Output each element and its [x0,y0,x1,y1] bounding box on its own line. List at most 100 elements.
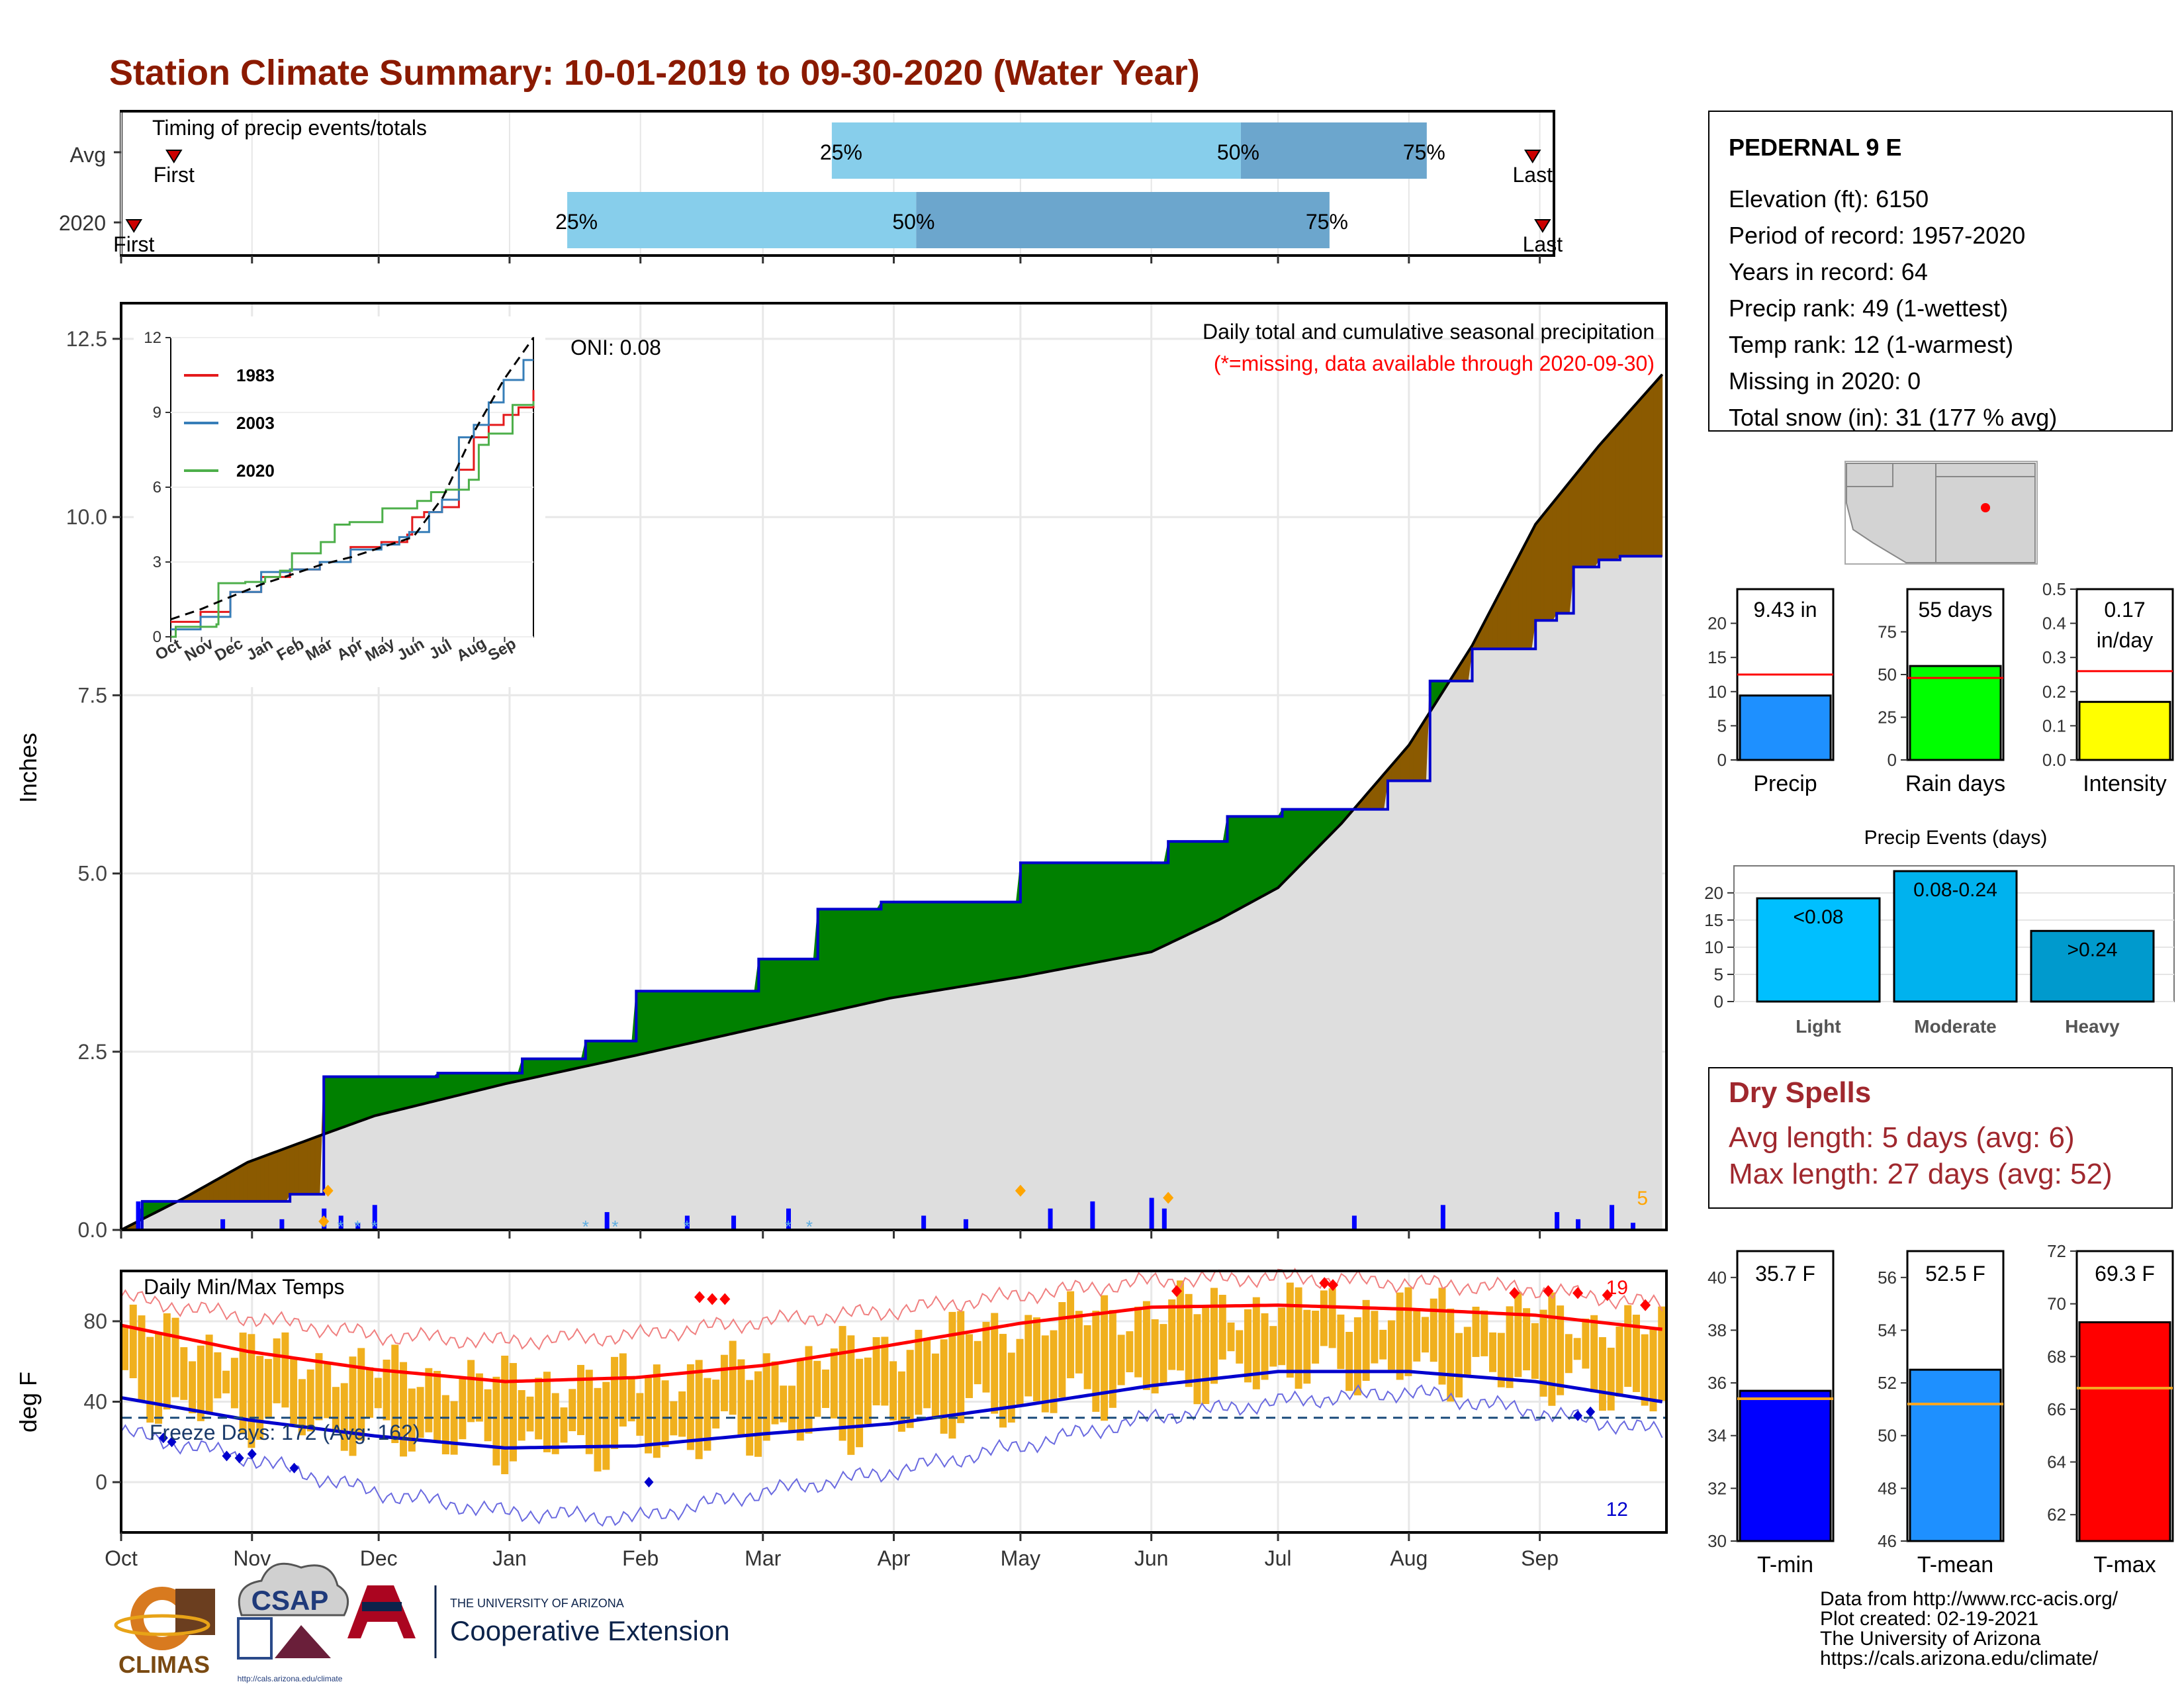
precip-departure-area [1066,862,1071,968]
events-ytick-label: 5 [1714,964,1723,984]
daily-temp-bar [1126,1331,1134,1373]
record-low-icon [1586,1406,1596,1417]
precip-panel: ********* 0.02.55.07.510.012.5 Inches Da… [15,302,1668,1242]
daily-temp-bar [906,1350,914,1429]
precip-departure-area [260,1155,265,1202]
temp-bar-ytick-label: 72 [2047,1241,2066,1261]
summary-bars: 9.43 in 0 5 10 15 20 Precip 55 days 0 25 50 75 Rain … [1707,579,2174,796]
daily-temp-bar [171,1317,179,1397]
timing-row-avg: Avg [69,143,106,167]
precip-departure-area [378,1076,384,1115]
daily-temp-bar [441,1395,449,1455]
precip-departure-area [328,1076,333,1133]
summary-value-label: 9.43 in [1753,598,1817,622]
precip-departure-area [458,1072,464,1096]
summary-ytick-label: 15 [1707,647,1727,667]
precip-departure-area [547,1058,553,1075]
event-range-label: >0.24 [2068,939,2118,961]
precip-departure-area [1083,862,1089,966]
temp-bar-ytick-label: 36 [1707,1373,1727,1393]
precip-departure-area [657,990,662,1051]
daily-temp-bar [771,1361,779,1425]
daily-precip-bar [1555,1212,1560,1230]
daily-temp-bar [273,1338,281,1403]
daily-temp-bar [1632,1315,1640,1392]
daily-temp-bar [264,1358,272,1419]
daily-temp-bar [1278,1307,1286,1366]
precip-departure-area [880,902,886,1001]
temp-bar-ytick-label: 30 [1707,1531,1727,1551]
precip-departure-area [627,1041,633,1058]
daily-precip-bar [921,1215,927,1230]
timing-row-2020: 2020 [59,211,106,235]
credit-line: https://cals.arizona.edu/climate/ [1820,1648,2099,1669]
precip-annotation-title: Daily total and cumulative seasonal prec… [1203,320,1655,344]
precip-departure-area [724,990,730,1036]
precip-departure-area [408,1076,413,1108]
precip-departure-area [390,1076,396,1113]
precip-departure-area [805,959,810,1018]
daily-temp-bar [661,1380,669,1448]
summary-ytick-label: 0.1 [2042,716,2066,735]
daily-temp-bar [805,1346,813,1434]
daily-temp-bar [1218,1295,1226,1360]
precip-events-chart: Precip Events (days) <0.08 Light 0.08-0.24… [1704,827,2175,1037]
daily-temp-bar [1531,1323,1539,1380]
daily-temp-bar [1168,1299,1176,1370]
precip-departure-area [1041,862,1046,974]
precip-departure-area [1506,572,1511,649]
precip-departure-area [1510,564,1515,649]
precip-departure-area [1273,816,1279,891]
precip-departure-area [1261,816,1266,898]
daily-temp-bar [1641,1334,1649,1406]
daily-temp-bar [180,1347,188,1400]
precip-departure-area [969,902,975,986]
precip-departure-area [1565,481,1570,614]
precip-departure-area [619,1041,624,1060]
avg-min-line [120,1370,1663,1450]
precip-departure-area [834,908,840,1011]
daily-temp-bar [577,1364,585,1435]
precip-departure-area [737,990,743,1033]
credit-line: Plot created: 02-19-2021 [1820,1608,2038,1630]
precip-departure-area [1561,487,1566,614]
daily-temp-bar [1160,1324,1167,1383]
heavy-event-icon [318,1215,330,1228]
precip-departure-area [1645,387,1650,557]
snow-icon: * [806,1217,813,1237]
daily-temp-bar [501,1355,509,1475]
inset-ytick-label: 3 [153,553,161,571]
event-bar [1756,897,1881,1003]
daily-temp-bar [416,1387,424,1438]
daily-temp-bar [1176,1280,1184,1371]
daily-temp-bar [1041,1335,1049,1413]
daily-temp-bar [1506,1306,1514,1388]
precip-departure-area [1050,862,1055,972]
precip-departure-area [889,902,894,999]
precip-departure-area [1552,496,1557,622]
precip-departure-area [1244,816,1249,907]
daily-temp-bar [1548,1292,1556,1406]
record-low-icon [1573,1410,1583,1421]
precip-departure-area [1573,471,1578,567]
precip-departure-area [1501,581,1507,649]
precip-departure-area [1079,862,1085,966]
precip-departure-area [543,1058,548,1076]
daily-temp-bar [847,1335,855,1455]
daily-temp-bar [205,1335,213,1414]
precip-departure-area [825,908,831,1013]
precip-departure-area [1070,862,1076,968]
precip-ylabel: Inches [15,733,42,803]
inset-chart: 036912OctNovDecJanFebMarAprMayJunJulAugS… [134,316,545,687]
precip-departure-area [467,1072,473,1094]
station-line: Period of record: 1957-2020 [1729,222,2025,249]
record-min-line [120,1384,1663,1527]
daily-temp-bar [332,1387,340,1432]
precip-ytick-label: 7.5 [78,683,107,707]
precip-departure-area [1623,411,1629,557]
precip-departure-area [420,1076,426,1105]
inset-series-line [170,337,535,621]
daily-temp-bar [1092,1311,1100,1412]
daily-temp-bar [670,1401,678,1436]
inset-legend-label: 2003 [236,413,275,433]
